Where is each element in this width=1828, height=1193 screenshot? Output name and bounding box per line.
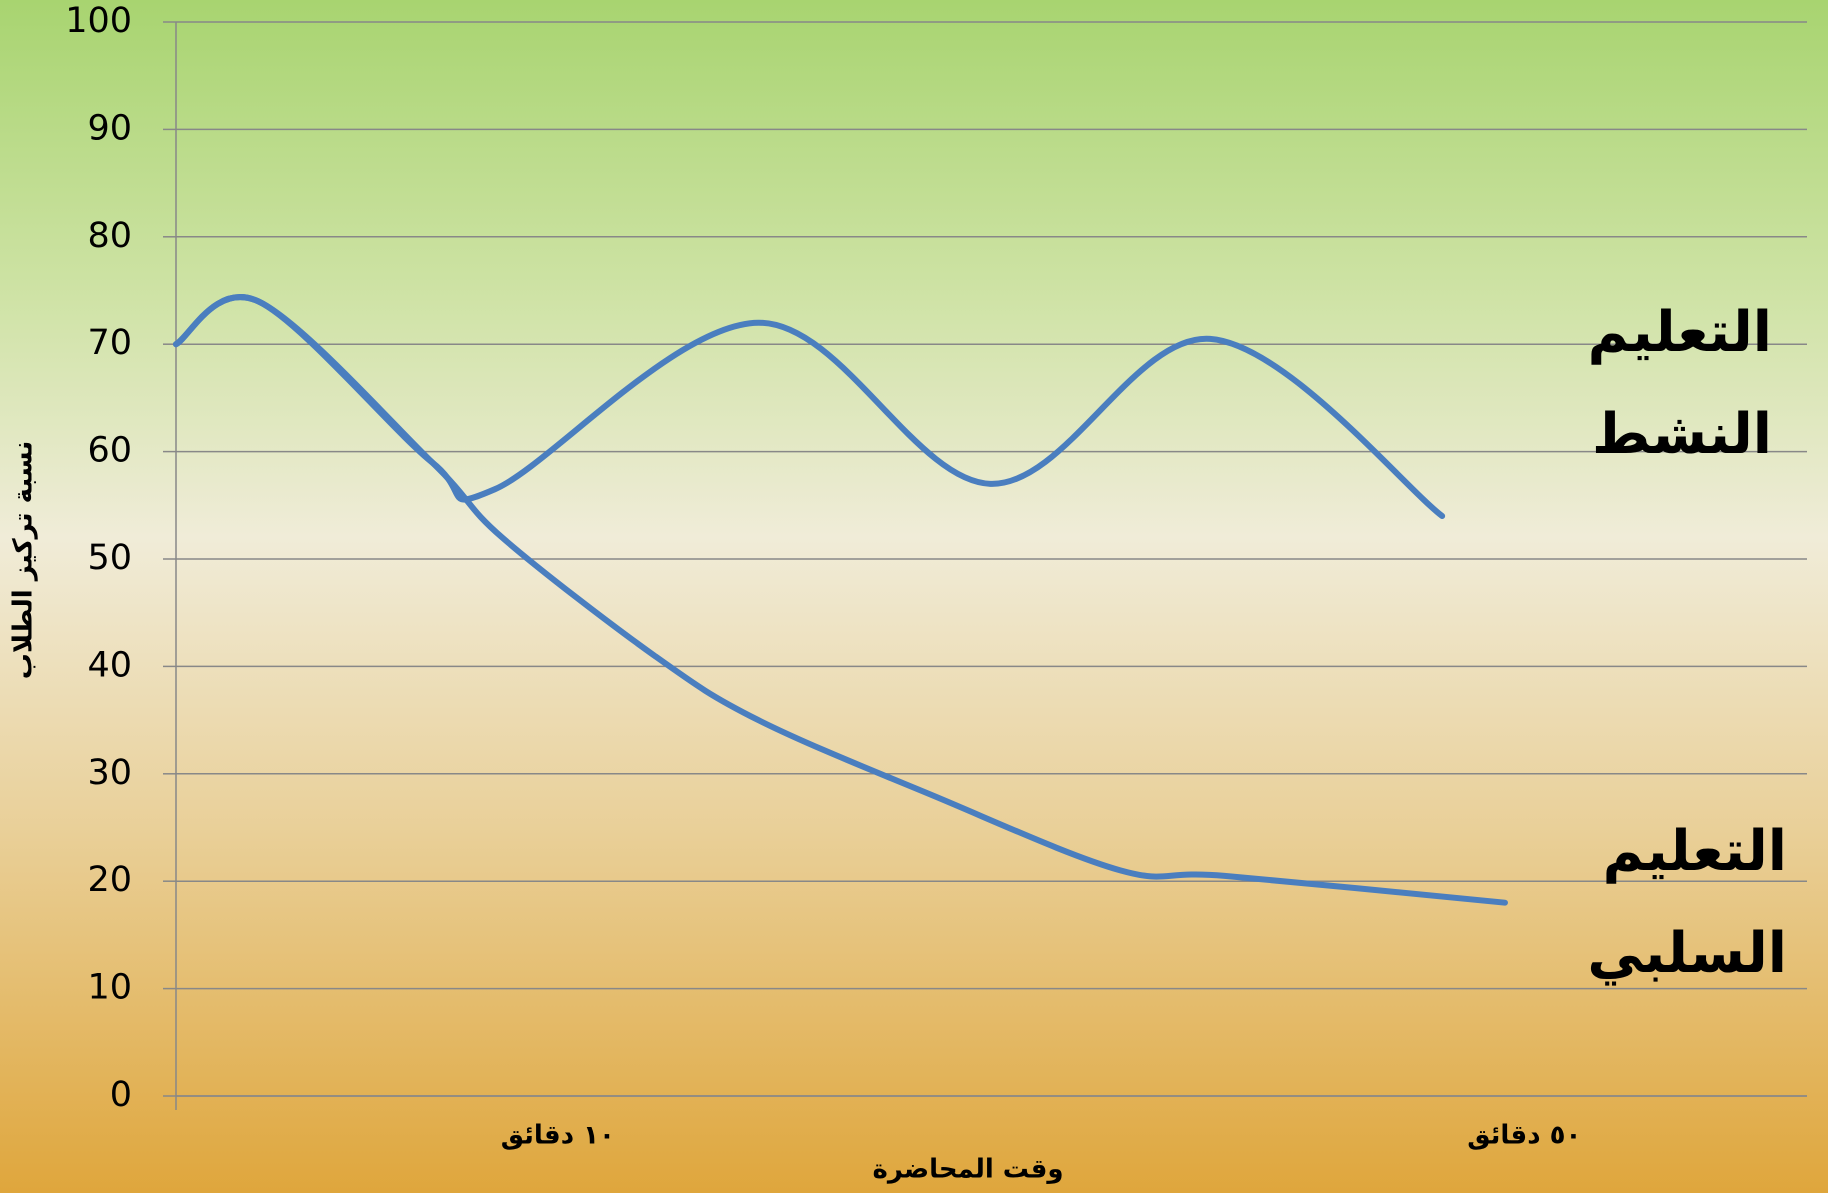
y-tick-label: 0 <box>110 1075 132 1115</box>
series-line <box>173 294 1508 906</box>
x-tick-label: ١٠ دقائق <box>501 1121 615 1151</box>
y-tick-label: 60 <box>87 431 132 471</box>
series-label: التعليم السلبي <box>1587 819 1787 986</box>
y-tick-label: 100 <box>65 1 132 41</box>
y-axis-title: نسبة تركيز الطلاب <box>9 441 39 679</box>
series-label: التعليم النشط <box>1587 300 1772 467</box>
y-tick-label: 80 <box>87 216 132 256</box>
x-tick-label: ٥٠ دقائق <box>1467 1121 1581 1151</box>
series-line <box>173 294 1446 520</box>
y-tick-label: 10 <box>87 968 132 1008</box>
y-tick-label: 40 <box>87 645 132 685</box>
y-tick-label: 90 <box>87 108 132 148</box>
y-tick-label: 30 <box>87 753 132 793</box>
y-tick-label: 50 <box>87 538 132 578</box>
y-tick-label: 70 <box>87 323 132 363</box>
x-axis-title: وقت المحاضرة <box>872 1155 1063 1185</box>
y-tick-label: 20 <box>87 860 132 900</box>
